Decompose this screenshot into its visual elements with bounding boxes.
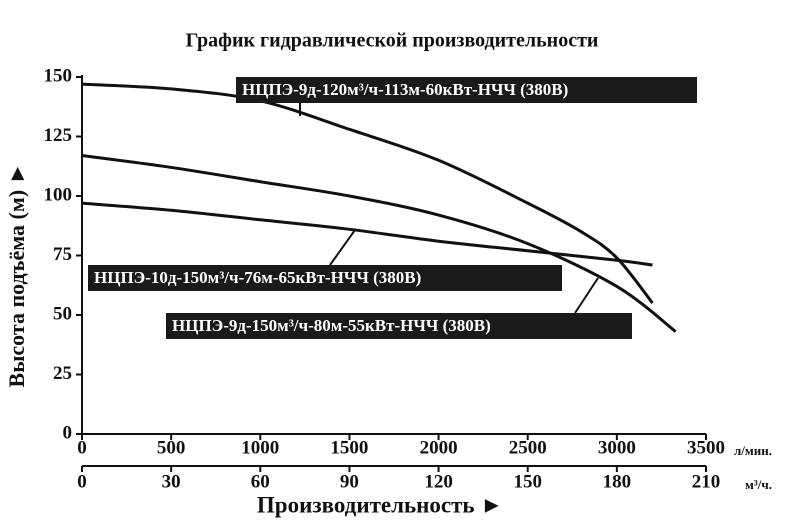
y-tick-label: 75 [53,244,72,265]
x-tick-label: 3500 [687,437,725,458]
x2-tick-label: 90 [340,471,359,492]
x2-tick-label: 120 [424,471,453,492]
legend-box [236,77,697,103]
y-tick-label: 125 [44,125,73,146]
x2-tick-label: 60 [251,471,270,492]
y-tick-label: 25 [53,363,72,384]
y-tick-label: 150 [44,65,73,86]
x-tick-label: 3000 [598,437,636,458]
leader-line [574,277,599,314]
leader-line [329,229,356,266]
x-tick-label: 1500 [330,437,368,458]
x2-tick-label: 30 [162,471,181,492]
legend-box [88,265,562,291]
x-tick-label: 2500 [509,437,547,458]
x-axis-label: Производительность ► [257,492,503,517]
x2-tick-label: 0 [77,471,87,492]
x2-tick-label: 150 [513,471,542,492]
x2-tick-label: 210 [692,471,721,492]
pump-curve [81,201,653,267]
y-tick-label: 0 [63,422,73,443]
x-tick-label: 0 [77,437,87,458]
pump-curve [81,154,677,333]
x-tick-label: 500 [157,437,186,458]
y-tick-label: 50 [53,303,72,324]
legend-label: НЦПЭ-10д-150м³/ч-76м-65кВт-НЧЧ (380В) [94,268,421,287]
y-tick-label: 100 [44,184,73,205]
legend-box [166,313,632,339]
legend-label: НЦПЭ-9д-150м³/ч-80м-55кВт-НЧЧ (380В) [172,316,491,335]
y-axis-label: Высота подъёма (м) ► [4,163,29,388]
x-unit: л/мин. [734,443,772,458]
pump-curve [81,82,654,305]
chart-title: График гидравлической производительности [186,30,599,52]
x2-tick-label: 180 [603,471,632,492]
x2-unit: м³/ч. [745,477,772,492]
x-tick-label: 1000 [241,437,279,458]
legend-label: НЦПЭ-9д-120м³/ч-113м-60кВт-НЧЧ (380В) [242,80,568,99]
x-tick-label: 2000 [420,437,458,458]
